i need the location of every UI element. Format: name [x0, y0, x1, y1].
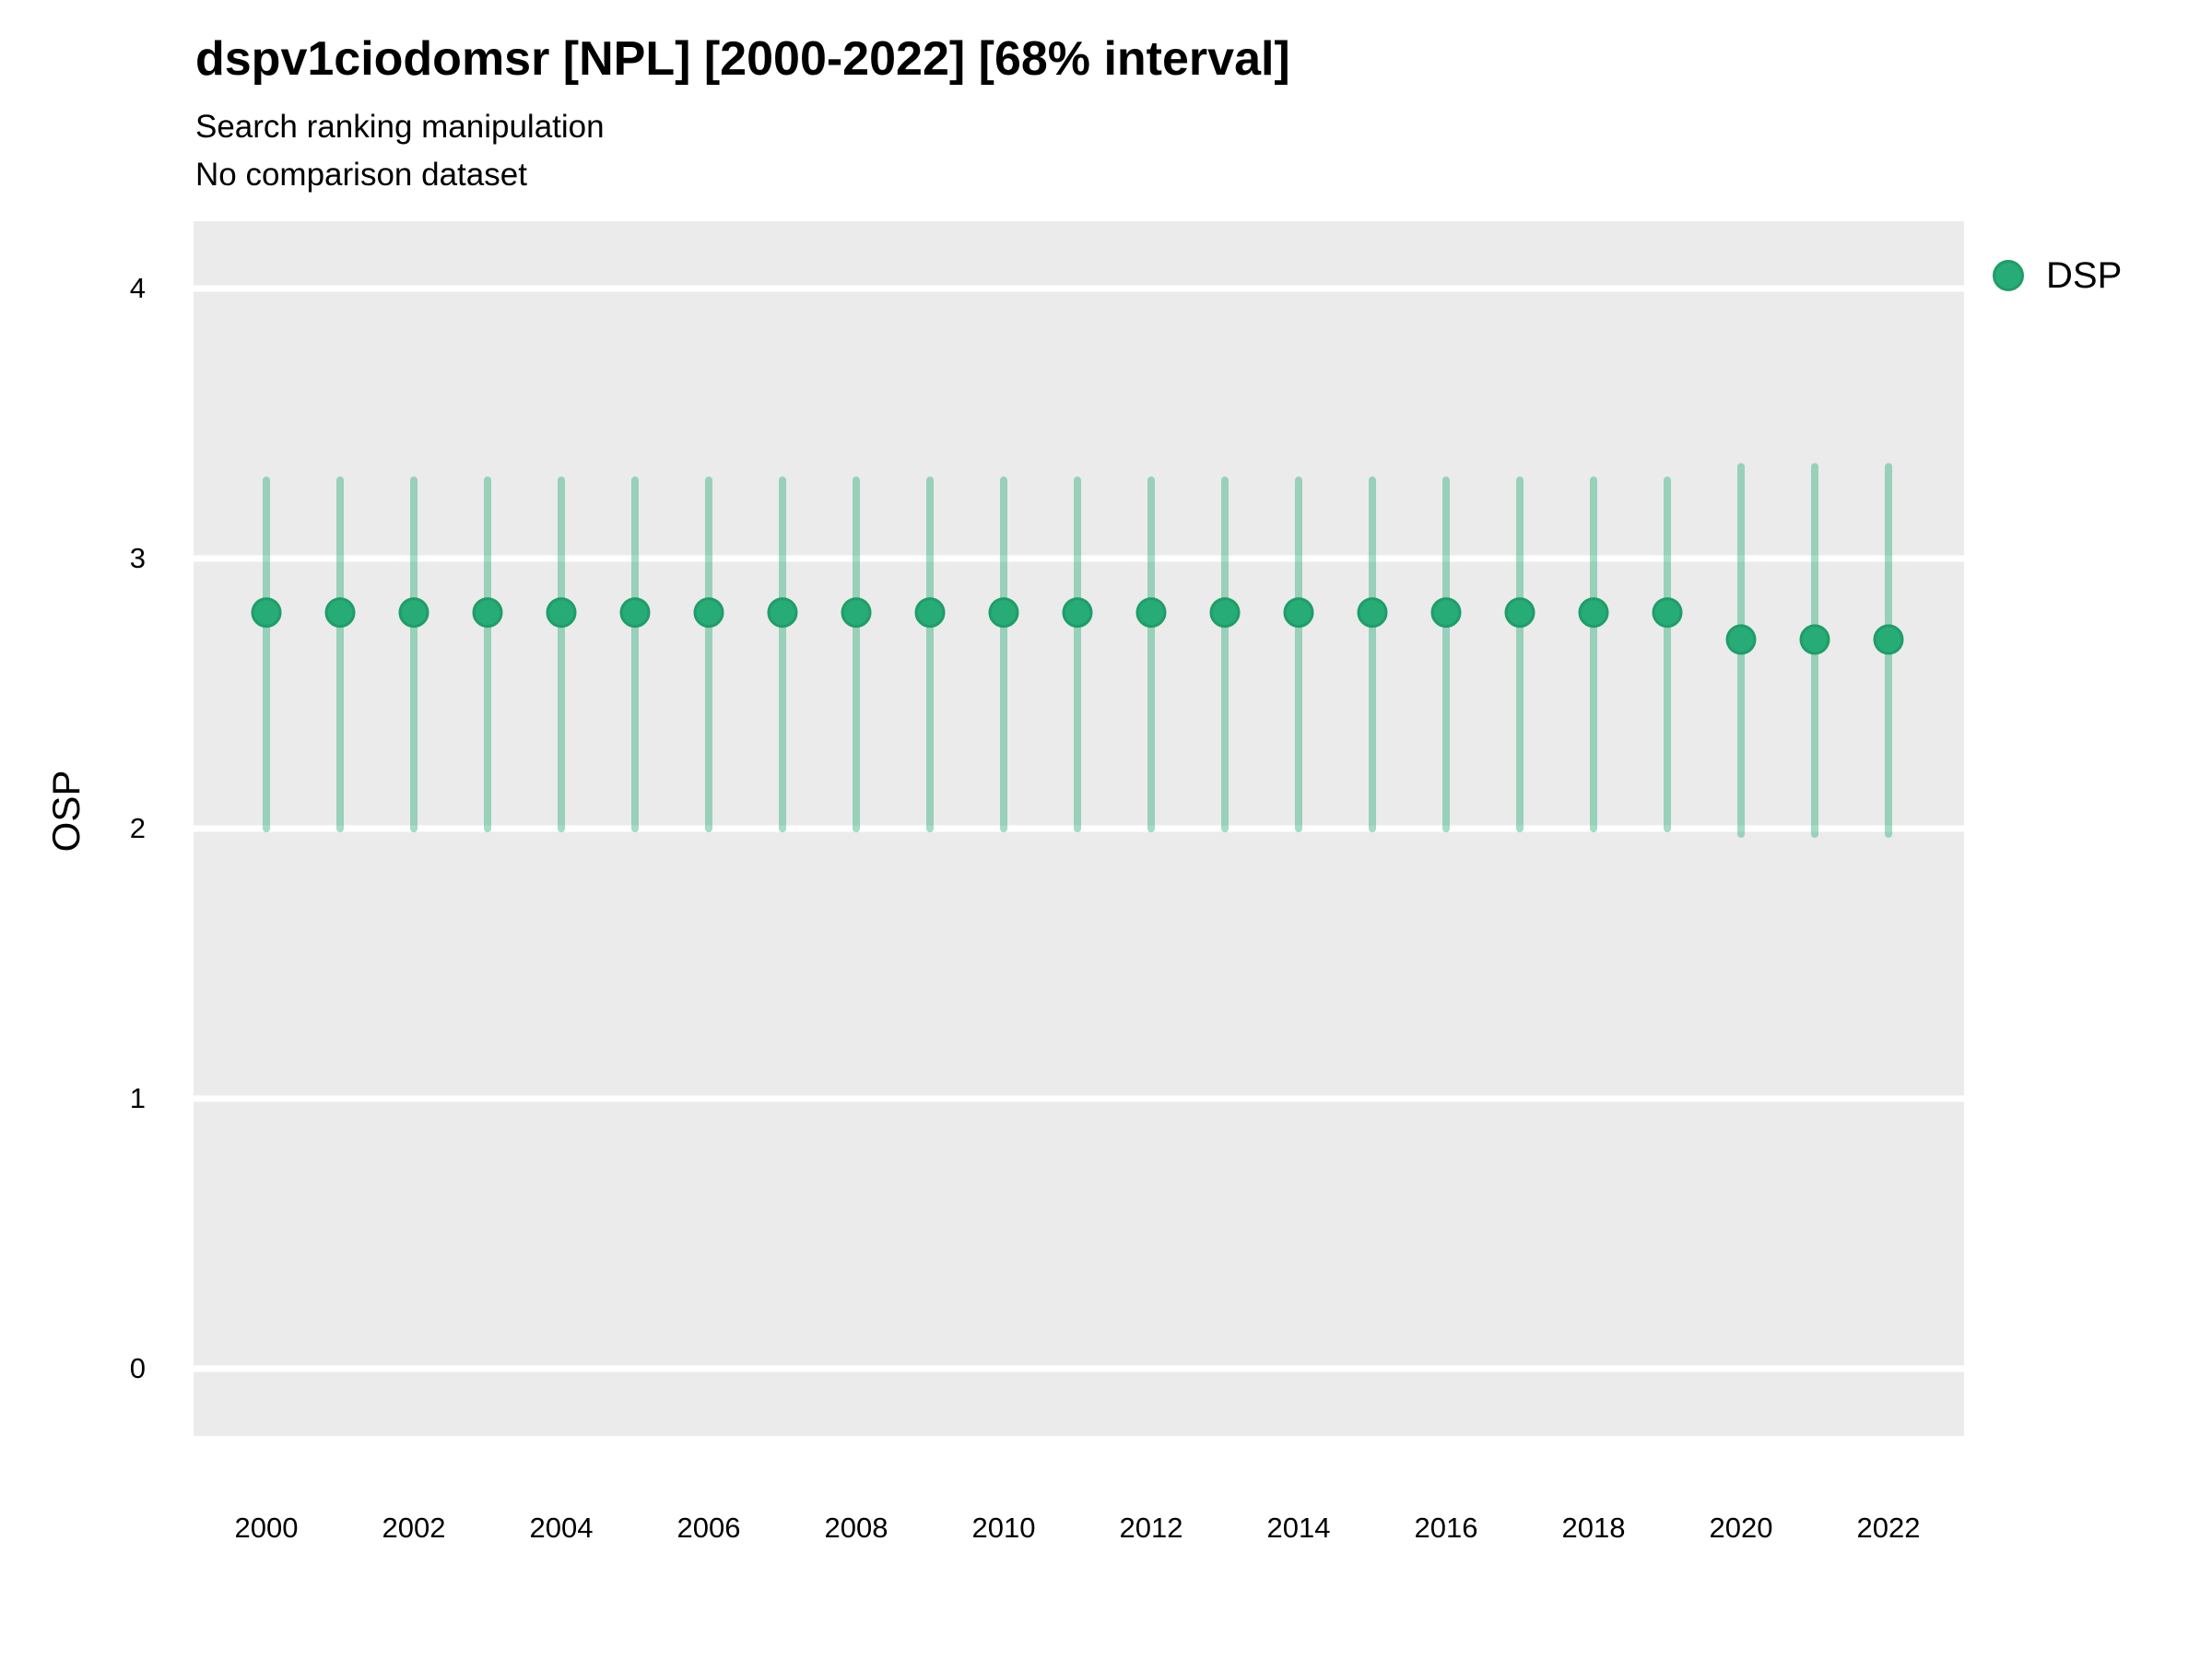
x-tick-label-2006: 2006 [677, 1512, 741, 1544]
x-tick-label-2002: 2002 [382, 1512, 446, 1544]
chart-note: No comparison dataset [195, 157, 527, 193]
point-2004 [546, 597, 577, 629]
legend-point-icon [1993, 260, 2024, 291]
x-tick-label-2008: 2008 [824, 1512, 888, 1544]
point-2018 [1578, 597, 1609, 629]
point-2008 [841, 597, 872, 629]
point-2012 [1135, 597, 1167, 629]
y-tick-label-1: 1 [129, 1082, 146, 1114]
y-tick-label-4: 4 [129, 272, 146, 304]
point-2020 [1725, 624, 1757, 655]
x-tick-label-2012: 2012 [1119, 1512, 1183, 1544]
x-tick-label-2018: 2018 [1561, 1512, 1626, 1544]
chart-subtitle: Search ranking manipulation [195, 109, 605, 145]
x-tick-label-2010: 2010 [971, 1512, 1036, 1544]
point-2015 [1357, 597, 1388, 629]
x-tick-label-2020: 2020 [1709, 1512, 1773, 1544]
plot-canvas [194, 285, 1964, 1372]
plot-panel [194, 221, 1964, 1436]
y-tick-label-2: 2 [129, 812, 146, 844]
point-2013 [1209, 597, 1241, 629]
point-2002 [398, 597, 429, 629]
point-2009 [914, 597, 946, 629]
point-2000 [251, 597, 282, 629]
point-2016 [1430, 597, 1462, 629]
chart-title: dspv1ciodomsr [NPL] [2000-2022] [68% int… [195, 32, 1290, 86]
legend-label-dsp: DSP [2046, 255, 2123, 296]
point-2017 [1504, 597, 1535, 629]
y-tick-label-0: 0 [129, 1352, 146, 1384]
point-2010 [988, 597, 1019, 629]
x-tick-label-2014: 2014 [1266, 1512, 1331, 1544]
x-tick-label-2004: 2004 [529, 1512, 594, 1544]
point-2011 [1062, 597, 1093, 629]
x-tick-label-2016: 2016 [1414, 1512, 1478, 1544]
point-2001 [324, 597, 356, 629]
point-2014 [1283, 597, 1314, 629]
point-2003 [472, 597, 503, 629]
point-2005 [619, 597, 651, 629]
point-2019 [1652, 597, 1683, 629]
y-tick-label-3: 3 [129, 542, 146, 574]
point-2007 [767, 597, 798, 629]
point-2021 [1799, 624, 1830, 655]
point-2006 [693, 597, 724, 629]
x-tick-label-2000: 2000 [234, 1512, 299, 1544]
point-2022 [1873, 624, 1904, 655]
x-tick-label-2022: 2022 [1856, 1512, 1921, 1544]
legend: DSP [1993, 254, 2122, 297]
